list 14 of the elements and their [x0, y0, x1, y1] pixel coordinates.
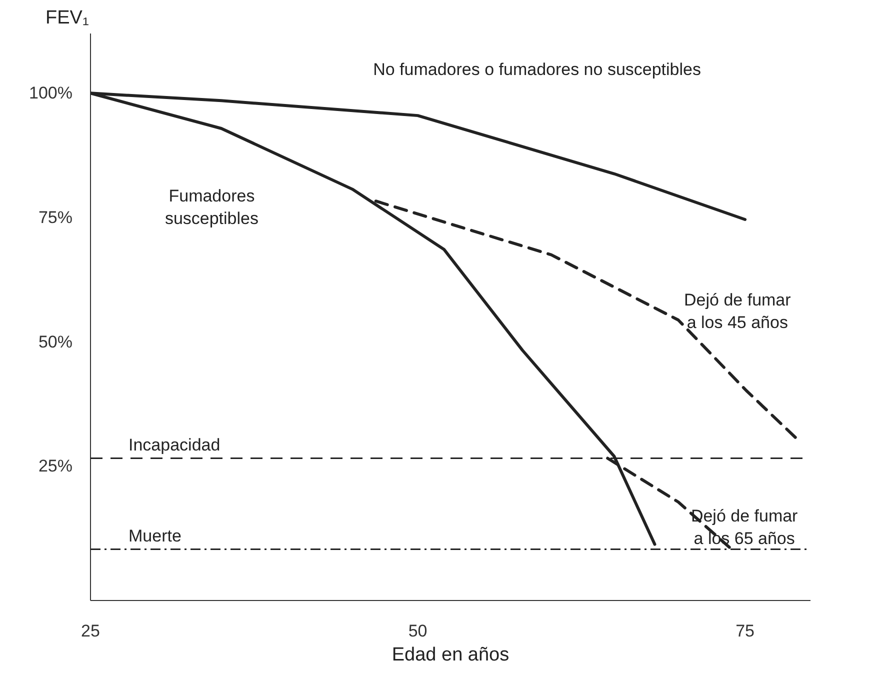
- y-axis-title: FEV₁: [46, 8, 89, 28]
- ref-line-label: Muerte: [128, 526, 182, 546]
- series-label: Dejó de fumar a los 45 años: [684, 290, 792, 332]
- y-tick-label: 25%: [38, 456, 73, 476]
- x-axis-title: Edad en años: [392, 644, 510, 666]
- x-tick-label: 25: [81, 622, 100, 640]
- series-label: No fumadores o fumadores no susceptibles: [373, 60, 702, 80]
- ref-line-label: Incapacidad: [128, 435, 220, 454]
- y-tick-label: 75%: [38, 208, 73, 228]
- x-tick-label: 75: [736, 622, 755, 640]
- y-tick-label: 50%: [38, 332, 73, 352]
- text: Fumadores susceptibles: [164, 186, 259, 228]
- x-tick-label: 50: [408, 622, 428, 640]
- y-tick-label: 100%: [29, 84, 73, 103]
